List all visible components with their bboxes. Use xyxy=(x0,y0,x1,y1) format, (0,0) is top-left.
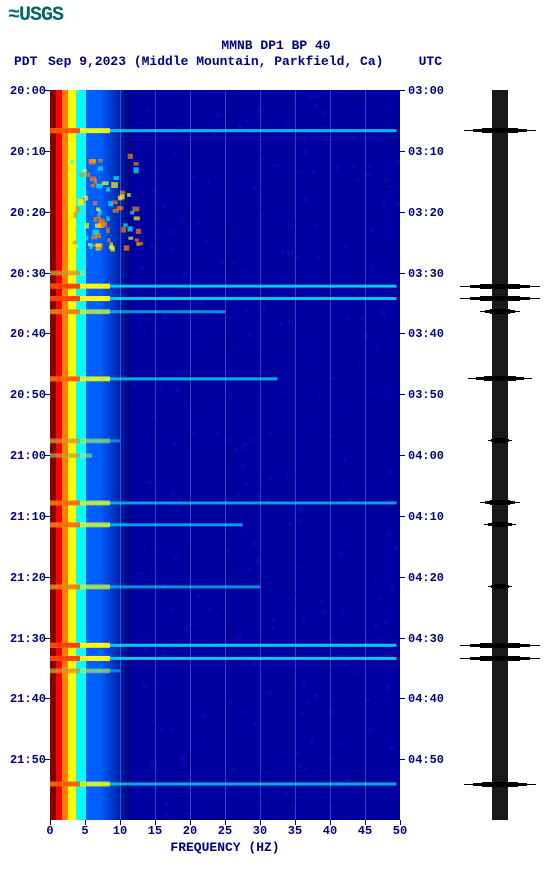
y-tick-right: 03:30 xyxy=(408,267,444,281)
y-tick-left: 21:10 xyxy=(6,510,46,524)
y-tick-left: 20:20 xyxy=(6,206,46,220)
y-tick-left: 21:40 xyxy=(6,692,46,706)
x-tick: 35 xyxy=(285,824,305,838)
y-tick-left: 21:30 xyxy=(6,632,46,646)
usgs-logo: ≈USGS xyxy=(8,4,63,27)
seismogram-trace xyxy=(460,90,540,820)
x-tick: 25 xyxy=(215,824,235,838)
y-tick-left: 21:50 xyxy=(6,753,46,767)
x-tick: 20 xyxy=(180,824,200,838)
timezone-right: UTC xyxy=(419,54,442,69)
spectrogram-plot xyxy=(50,90,400,820)
y-tick-right: 04:00 xyxy=(408,449,444,463)
y-tick-right: 03:20 xyxy=(408,206,444,220)
seismogram-noise xyxy=(492,90,508,820)
y-tick-left: 21:00 xyxy=(6,449,46,463)
y-tick-left: 21:20 xyxy=(6,571,46,585)
y-tick-right: 03:10 xyxy=(408,145,444,159)
y-tick-right: 04:10 xyxy=(408,510,444,524)
y-tick-left: 20:40 xyxy=(6,327,46,341)
x-tick: 45 xyxy=(355,824,375,838)
y-tick-left: 20:00 xyxy=(6,84,46,98)
y-tick-right: 04:30 xyxy=(408,632,444,646)
x-tick: 40 xyxy=(320,824,340,838)
y-tick-left: 20:30 xyxy=(6,267,46,281)
y-tick-right: 04:50 xyxy=(408,753,444,767)
y-tick-right: 04:20 xyxy=(408,571,444,585)
x-tick: 5 xyxy=(75,824,95,838)
y-tick-right: 04:40 xyxy=(408,692,444,706)
x-tick: 50 xyxy=(390,824,410,838)
x-tick: 15 xyxy=(145,824,165,838)
y-tick-right: 03:00 xyxy=(408,84,444,98)
x-tick: 30 xyxy=(250,824,270,838)
x-tick: 0 xyxy=(40,824,60,838)
timezone-left: PDT xyxy=(14,54,37,69)
y-tick-left: 20:50 xyxy=(6,388,46,402)
logo-text: ≈USGS xyxy=(8,4,63,27)
y-tick-right: 03:40 xyxy=(408,327,444,341)
y-tick-left: 20:10 xyxy=(6,145,46,159)
date-location: Sep 9,2023 (Middle Mountain, Parkfield, … xyxy=(48,54,383,69)
x-tick: 10 xyxy=(110,824,130,838)
x-axis-label: FREQUENCY (HZ) xyxy=(50,840,400,855)
y-tick-right: 03:50 xyxy=(408,388,444,402)
chart-title: MMNB DP1 BP 40 xyxy=(0,38,552,53)
